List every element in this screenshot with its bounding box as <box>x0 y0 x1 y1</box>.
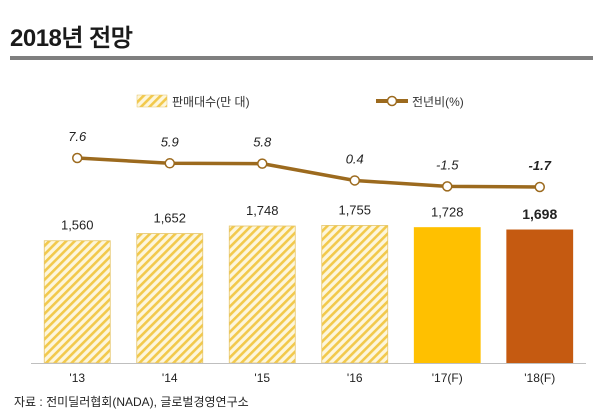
page-title: 2018년 전망 <box>10 25 133 52</box>
yoy-value-label-4: -1.5 <box>436 157 459 172</box>
yoy-marker-3 <box>349 175 360 186</box>
bar-value-label-3: 1,755 <box>338 202 371 217</box>
title-divider <box>10 56 593 60</box>
legend-label-yoy: 전년비(%) <box>412 95 464 109</box>
x-tick-label-1: '14 <box>162 371 178 385</box>
bar-value-label-4: 1,728 <box>431 205 464 220</box>
bar-value-label-0: 1,560 <box>61 218 94 233</box>
bar-4 <box>413 227 481 364</box>
bar-5 <box>506 229 574 364</box>
yoy-marker-4 <box>442 181 453 192</box>
bar-value-label-1: 1,652 <box>153 211 186 226</box>
source-note: 자료 : 전미딜러협회(NADA), 글로벌경영연구소 <box>14 395 249 409</box>
bar-2 <box>228 225 296 364</box>
yoy-line <box>77 156 540 189</box>
yoy-value-label-5: -1.7 <box>529 158 552 173</box>
yoy-marker-1 <box>164 158 175 169</box>
yoy-value-label-0: 7.6 <box>68 129 87 144</box>
x-tick-label-4: '17(F) <box>432 371 463 385</box>
bar-3 <box>321 225 389 364</box>
bar-value-label-2: 1,748 <box>246 203 279 218</box>
x-tick-label-5: '18(F) <box>524 371 555 385</box>
bar-1 <box>136 233 204 364</box>
yoy-value-label-1: 5.9 <box>161 134 179 149</box>
x-tick-label-2: '15 <box>254 371 270 385</box>
yoy-value-label-2: 5.8 <box>253 135 272 150</box>
x-tick-label-3: '16 <box>347 371 363 385</box>
yoy-marker-0 <box>72 152 83 164</box>
bar-value-label-5: 1,698 <box>522 206 557 222</box>
yoy-value-label-3: 0.4 <box>346 151 364 166</box>
bar-0 <box>43 240 111 364</box>
legend-swatch-sales <box>136 94 168 108</box>
yoy-marker-2 <box>257 158 268 169</box>
x-tick-label-0: '13 <box>69 371 85 385</box>
yoy-marker-5 <box>534 181 545 193</box>
legend-label-sales: 판매대수(만 대) <box>172 95 250 109</box>
legend-marker-yoy <box>386 95 398 107</box>
